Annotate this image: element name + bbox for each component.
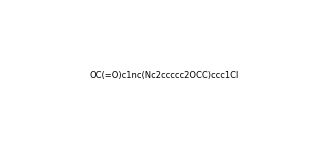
- Text: OC(=O)c1nc(Nc2ccccc2OCC)ccc1Cl: OC(=O)c1nc(Nc2ccccc2OCC)ccc1Cl: [90, 71, 239, 80]
